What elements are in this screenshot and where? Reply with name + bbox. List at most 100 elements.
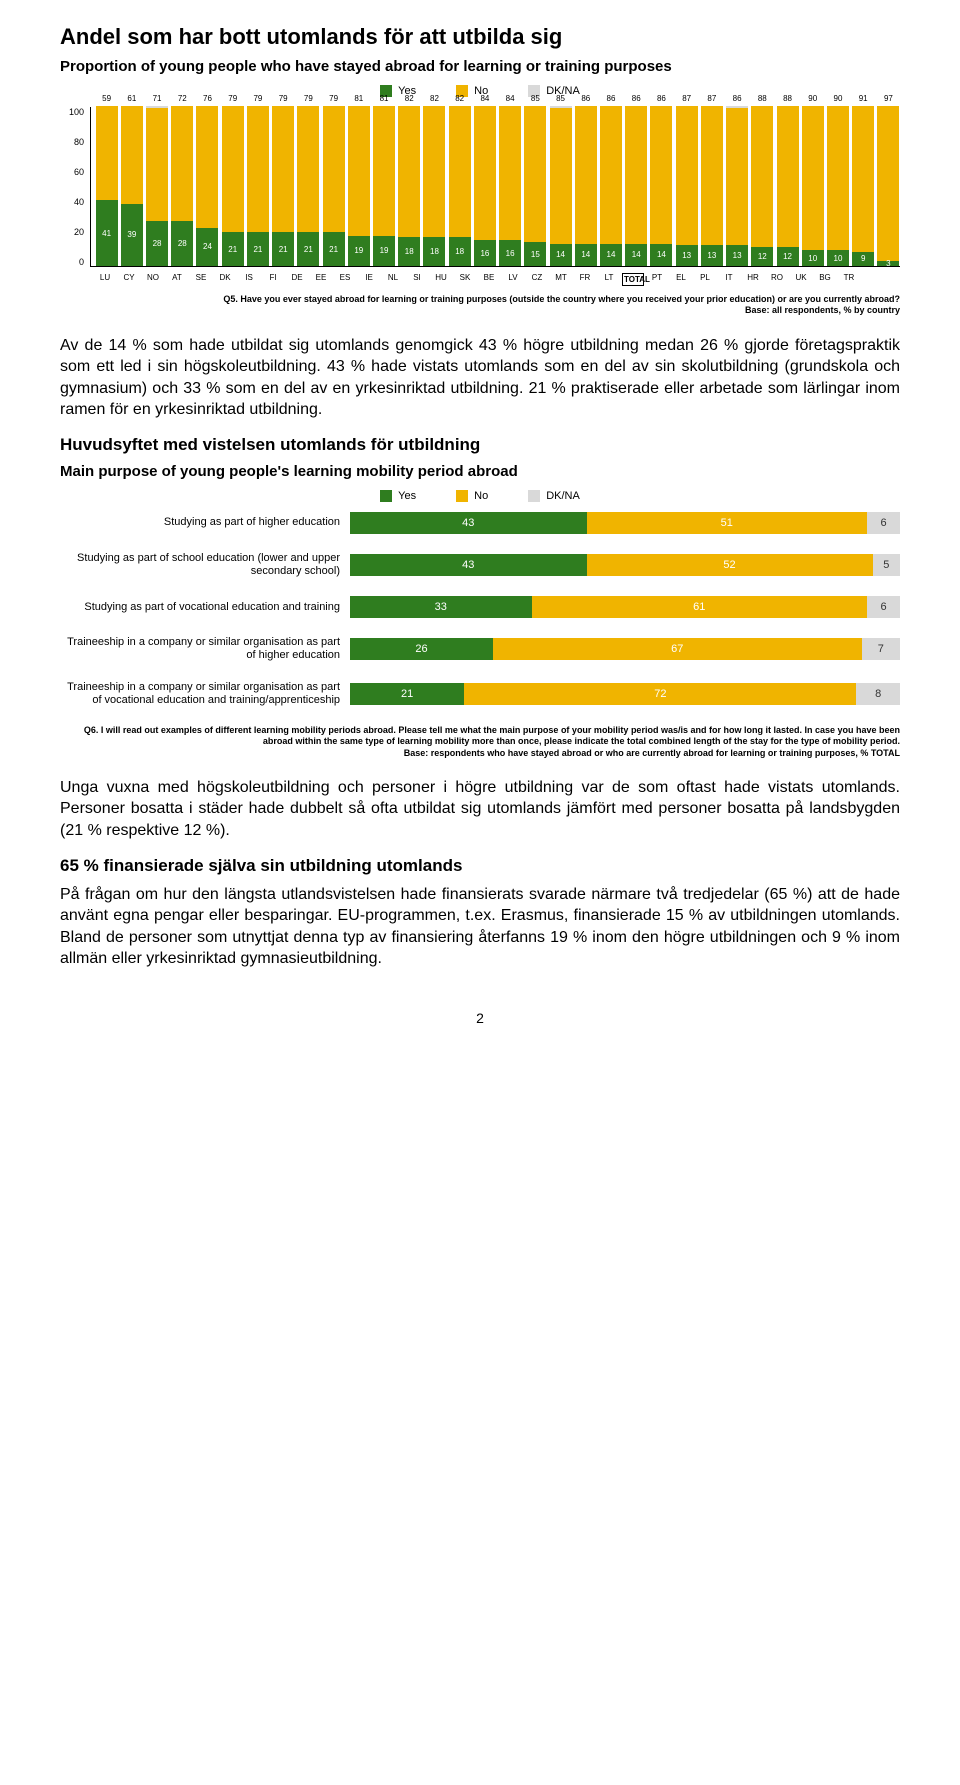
- bar-yes-seg: 19: [373, 236, 395, 266]
- bar-no-value: 85: [550, 94, 572, 103]
- bar-no-value: 82: [398, 94, 420, 103]
- bar-stack: 973: [877, 106, 899, 266]
- bar-stack: 7128: [146, 106, 168, 266]
- chart1-xlabel: CZ: [526, 273, 548, 286]
- chart1-xlabel: TR: [838, 273, 860, 286]
- bar-yes-seg: 41: [96, 200, 118, 266]
- bar-yes-seg: 39: [121, 204, 143, 266]
- chart2-row-label: Studying as part of vocational education…: [60, 601, 350, 614]
- bar-yes-seg: 18: [398, 237, 420, 266]
- bar-no-seg: [323, 106, 345, 232]
- chart2-row-label: Traineeship in a company or similar orga…: [60, 681, 350, 707]
- chart2-seg-yes: 43: [350, 554, 587, 576]
- bar-no-value: 79: [272, 94, 294, 103]
- chart2-seg-no: 51: [587, 512, 868, 534]
- chart1-xlabel: PL: [694, 273, 716, 286]
- chart1-column: 8614: [625, 106, 648, 266]
- section3-heading: 65 % finansierade själva sin utbildning …: [60, 856, 900, 876]
- swatch2-yes: [380, 490, 392, 502]
- chart2-seg-yes: 33: [350, 596, 532, 618]
- ytick: 100: [60, 107, 84, 117]
- chart2-bar: 26677: [350, 638, 900, 660]
- chart1-xlabel: FR: [574, 273, 596, 286]
- chart1-column: 8614: [650, 106, 673, 266]
- bar-no-value: 87: [701, 94, 723, 103]
- bar-no-value: 90: [827, 94, 849, 103]
- bar-no-seg: [196, 106, 218, 228]
- bar-no-value: 86: [650, 94, 672, 103]
- chart2-seg-no: 52: [587, 554, 873, 576]
- chart1-column: 7228: [171, 106, 194, 266]
- bar-no-value: 79: [297, 94, 319, 103]
- chart1-bars: 5941613971287228762479217921792179217921…: [90, 107, 900, 267]
- section1-heading: Andel som har bott utomlands för att utb…: [60, 24, 900, 50]
- chart2-row: Studying as part of school education (lo…: [60, 552, 900, 578]
- bar-stack: 8515: [524, 106, 546, 266]
- chart2-row: Traineeship in a company or similar orga…: [60, 681, 900, 707]
- chart1-column: 8614: [574, 106, 597, 266]
- chart1-column: 8515: [524, 106, 547, 266]
- bar-yes-seg: 15: [524, 242, 546, 266]
- chart1-column: 7921: [221, 106, 244, 266]
- chart2-row: Studying as part of higher education4351…: [60, 512, 900, 534]
- bar-no-value: 86: [625, 94, 647, 103]
- bar-no-value: 81: [373, 94, 395, 103]
- bar-yes-seg: 19: [348, 236, 370, 266]
- chart1-yaxis: 100806040200: [60, 107, 84, 267]
- bar-yes-seg: 28: [146, 221, 168, 266]
- bar-no-seg: [499, 106, 521, 240]
- chart2-row-label: Studying as part of higher education: [60, 516, 350, 529]
- chart1-column: 8514: [549, 106, 572, 266]
- chart2-seg-dkna: 6: [867, 512, 900, 534]
- bar-no-seg: [96, 106, 118, 200]
- chart2-bar: 43525: [350, 554, 900, 576]
- page-number: 2: [60, 1010, 900, 1026]
- bar-stack: 8416: [474, 106, 496, 266]
- section2-heading: Huvudsyftet med vistelsen utomlands för …: [60, 435, 900, 455]
- bar-no-value: 79: [247, 94, 269, 103]
- bar-yes-seg: 21: [272, 232, 294, 266]
- bar-no-value: 90: [802, 94, 824, 103]
- chart2-bar: 33616: [350, 596, 900, 618]
- chart2-legend: Yes No DK/NA: [60, 490, 900, 502]
- chart1-xlabel: NL: [382, 273, 404, 286]
- ytick: 60: [60, 167, 84, 177]
- bar-yes-seg: 21: [222, 232, 244, 266]
- bar-stack: 8514: [550, 106, 572, 266]
- bar-stack: 8218: [398, 106, 420, 266]
- bar-no-seg: [423, 106, 445, 237]
- bar-no-value: 72: [171, 94, 193, 103]
- bar-no-seg: [550, 108, 572, 244]
- bar-no-seg: [802, 106, 824, 250]
- bar-no-seg: [852, 106, 874, 252]
- bar-no-value: 82: [423, 94, 445, 103]
- bar-no-value: 86: [575, 94, 597, 103]
- legend2-no-label: No: [474, 490, 488, 502]
- legend2-yes-label: Yes: [398, 490, 416, 502]
- bar-yes-seg: 3: [877, 261, 899, 266]
- bar-stack: 7921: [297, 106, 319, 266]
- chart1-column: 8812: [751, 106, 774, 266]
- swatch2-no: [456, 490, 468, 502]
- chart1-xlabel: CY: [118, 273, 140, 286]
- chart1-xlabel: FI: [262, 273, 284, 286]
- chart2-seg-dkna: 6: [867, 596, 900, 618]
- bar-no-value: 88: [777, 94, 799, 103]
- chart1-xaxis: LUCYNOATSEDKISFIDEEEESIENLSIHUSKBELVCZMT…: [90, 273, 900, 286]
- bar-no-value: 59: [96, 94, 118, 103]
- chart1-column: 8614: [599, 106, 622, 266]
- bar-yes-seg: 21: [247, 232, 269, 266]
- chart1-title: Proportion of young people who have stay…: [60, 58, 900, 75]
- bar-yes-seg: 14: [550, 244, 572, 266]
- bar-no-value: 84: [474, 94, 496, 103]
- ytick: 40: [60, 197, 84, 207]
- bar-no-value: 82: [449, 94, 471, 103]
- bar-yes-seg: 14: [625, 244, 647, 266]
- bar-stack: 8119: [373, 106, 395, 266]
- chart1-xlabel: TOTAL: [622, 273, 644, 286]
- bar-stack: 8119: [348, 106, 370, 266]
- bar-no-seg: [146, 108, 168, 222]
- bar-no-value: 88: [751, 94, 773, 103]
- bar-no-seg: [247, 106, 269, 232]
- ytick: 80: [60, 137, 84, 147]
